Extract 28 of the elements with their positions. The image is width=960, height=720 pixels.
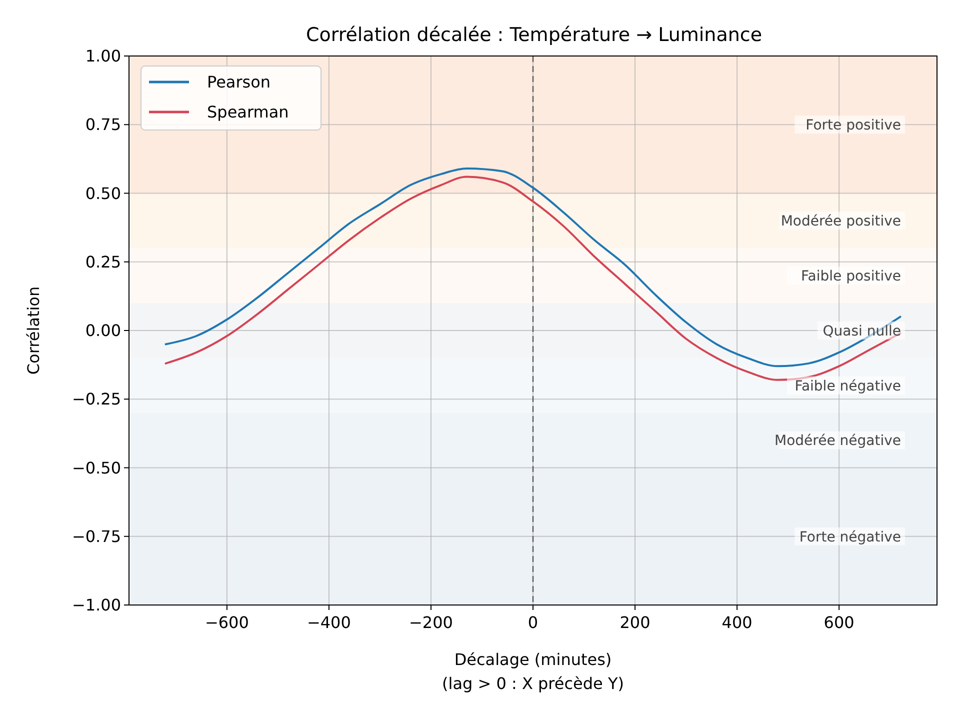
band-label: Forte positive	[806, 118, 901, 134]
x-tick-label: −200	[409, 613, 453, 632]
y-tick-label: 0.50	[85, 184, 121, 203]
x-tick-label: −400	[306, 613, 351, 632]
x-tick-label: −600	[204, 613, 249, 632]
band-label: Modérée positive	[780, 214, 901, 230]
band-label: Modérée négative	[774, 433, 901, 450]
band-label: Forte négative	[799, 529, 901, 546]
legend-label: Spearman	[207, 102, 289, 122]
x-tick-label: 600	[824, 613, 854, 632]
band-label: Quasi nulle	[822, 323, 901, 340]
y-tick-label: −0.50	[72, 458, 121, 478]
x-tick-label: 0	[528, 613, 538, 632]
x-tick-label: 400	[722, 613, 752, 632]
x-tick-label: 200	[620, 613, 650, 632]
y-tick-label: −0.75	[72, 526, 121, 546]
chart-title: Corrélation décalée : Température → Luminance	[306, 24, 762, 46]
y-tick-label: 1.00	[85, 46, 121, 66]
legend-label: Pearson	[207, 72, 271, 92]
band-label: Faible négative	[794, 378, 901, 394]
y-tick-label: 0.25	[85, 252, 121, 272]
y-tick-label: −1.00	[72, 596, 121, 615]
x-axis-title: Décalage (minutes) (lag > 0 : X précède Y)	[442, 650, 624, 693]
y-tick-label: 0.75	[85, 115, 121, 134]
y-axis-title: Corrélation	[24, 286, 43, 375]
band-label: Faible positive	[801, 268, 901, 284]
y-tick-label: −0.25	[72, 390, 121, 409]
y-tick-label: 0.00	[85, 321, 121, 340]
